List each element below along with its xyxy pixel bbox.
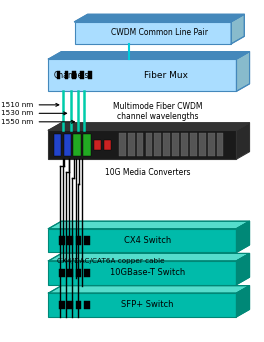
- Bar: [65, 71, 68, 79]
- Bar: [199, 133, 206, 156]
- Polygon shape: [48, 52, 249, 59]
- Bar: [190, 133, 197, 156]
- Bar: [59, 269, 65, 277]
- Text: 1550 nm: 1550 nm: [1, 119, 74, 125]
- Polygon shape: [48, 293, 237, 317]
- Bar: [128, 133, 135, 156]
- Bar: [73, 134, 81, 156]
- Polygon shape: [231, 14, 244, 44]
- Bar: [67, 301, 73, 309]
- Polygon shape: [48, 286, 249, 293]
- FancyBboxPatch shape: [48, 59, 237, 91]
- Text: SFP+ Switch: SFP+ Switch: [121, 301, 174, 310]
- Polygon shape: [48, 130, 237, 159]
- Bar: [119, 133, 126, 156]
- Polygon shape: [74, 14, 244, 22]
- Bar: [64, 134, 71, 156]
- Text: 10G Media Converters: 10G Media Converters: [105, 168, 190, 176]
- Bar: [104, 140, 111, 150]
- Bar: [76, 236, 81, 245]
- Polygon shape: [48, 261, 237, 285]
- Bar: [67, 236, 73, 245]
- Bar: [59, 301, 65, 309]
- Text: Channels: Channels: [54, 71, 89, 80]
- Polygon shape: [48, 221, 249, 229]
- Bar: [80, 71, 84, 79]
- Bar: [94, 140, 101, 150]
- Bar: [76, 301, 81, 309]
- Bar: [67, 269, 73, 277]
- Text: CWDM Common Line Pair: CWDM Common Line Pair: [111, 28, 208, 37]
- Bar: [163, 133, 170, 156]
- Text: Fiber Mux: Fiber Mux: [144, 71, 188, 80]
- Polygon shape: [48, 229, 237, 252]
- Polygon shape: [237, 52, 249, 91]
- Polygon shape: [237, 123, 249, 159]
- Bar: [154, 133, 161, 156]
- Text: Multimode Fiber CWDM
channel wavelengths: Multimode Fiber CWDM channel wavelengths: [113, 102, 203, 121]
- Text: 1530 nm: 1530 nm: [1, 110, 67, 116]
- Bar: [59, 236, 65, 245]
- Polygon shape: [237, 286, 249, 317]
- Bar: [76, 269, 81, 277]
- Bar: [145, 133, 152, 156]
- Bar: [84, 236, 90, 245]
- Bar: [172, 133, 179, 156]
- Polygon shape: [237, 221, 249, 252]
- Text: CX4 Switch: CX4 Switch: [124, 236, 171, 245]
- Text: 1510 nm: 1510 nm: [1, 102, 59, 108]
- Polygon shape: [48, 123, 249, 130]
- Bar: [84, 269, 90, 277]
- Bar: [137, 133, 144, 156]
- FancyBboxPatch shape: [74, 22, 231, 44]
- Bar: [57, 71, 60, 79]
- Bar: [208, 133, 215, 156]
- Text: CX4/DAC/CAT6A copper cable: CX4/DAC/CAT6A copper cable: [57, 258, 165, 263]
- Bar: [83, 134, 91, 156]
- Bar: [84, 301, 90, 309]
- Bar: [88, 71, 92, 79]
- Bar: [72, 71, 76, 79]
- Bar: [54, 134, 62, 156]
- Polygon shape: [237, 253, 249, 285]
- Bar: [181, 133, 188, 156]
- Bar: [217, 133, 223, 156]
- Text: 10GBase-T Switch: 10GBase-T Switch: [110, 268, 185, 277]
- Polygon shape: [48, 253, 249, 261]
